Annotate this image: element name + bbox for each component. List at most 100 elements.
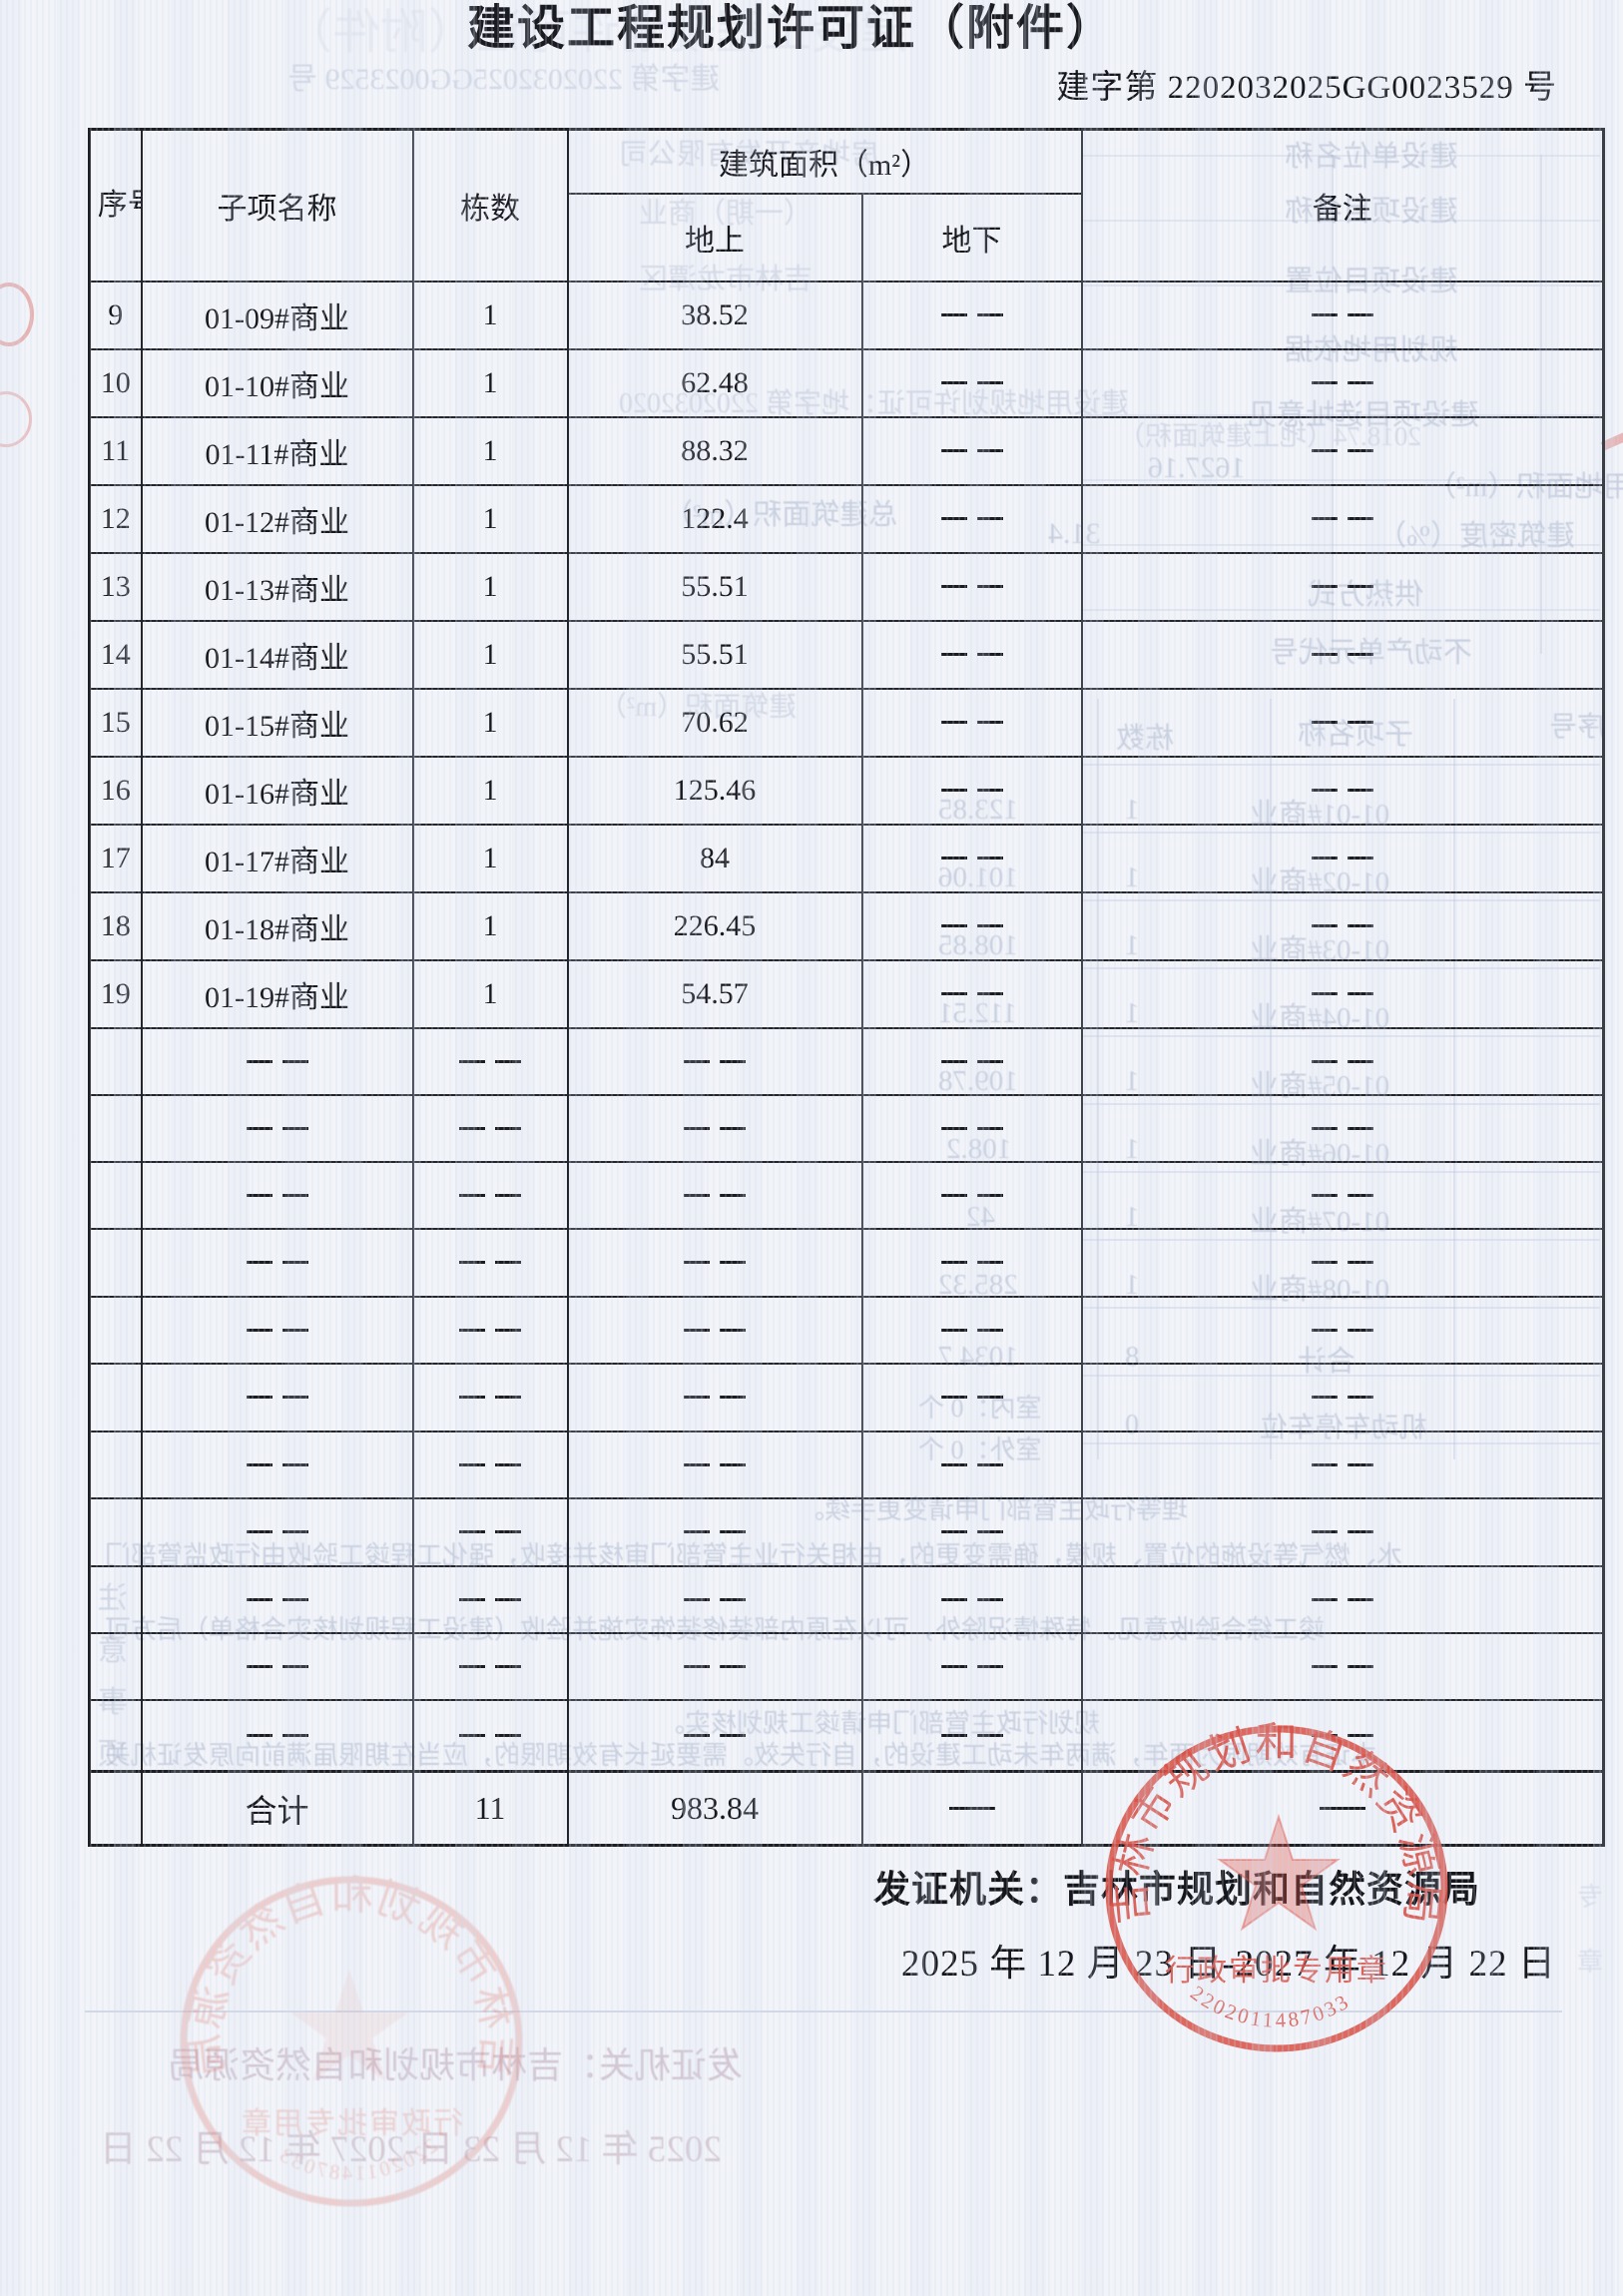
cell-count: 1 <box>411 687 569 758</box>
dash-placeholder <box>1080 1564 1605 1634</box>
cell-seq <box>88 1698 143 1773</box>
cell-name: 01-13#商业 <box>140 551 414 622</box>
dash-placeholder <box>1080 1362 1605 1433</box>
col-header-area-group: 建筑面积（m²） <box>566 128 1083 195</box>
table-row: 16 01-16#商业 1 125.46 <box>88 755 1605 826</box>
dash-placeholder <box>860 1227 1083 1298</box>
cell-total-count: 11 <box>411 1770 569 1847</box>
dash-placeholder <box>860 483 1083 554</box>
cell-seq <box>88 1160 143 1230</box>
dash-placeholder <box>1080 415 1605 486</box>
cell-seq <box>88 1093 143 1163</box>
dash-placeholder <box>860 1295 1083 1365</box>
cell-name: 01-14#商业 <box>140 619 414 690</box>
dash-placeholder <box>1080 280 1605 350</box>
table-row: 9 01-09#商业 1 38.52 <box>88 280 1605 350</box>
dash-placeholder <box>140 1093 414 1163</box>
dash-placeholder <box>566 1362 863 1433</box>
dash-placeholder <box>566 1564 863 1634</box>
cell-seq: 13 <box>88 551 143 622</box>
empty-table-row <box>88 1093 1605 1163</box>
dash-placeholder <box>860 1496 1083 1567</box>
red-ink-mark <box>0 391 32 447</box>
cell-total-label: 合计 <box>140 1770 414 1847</box>
dash-placeholder <box>140 1698 414 1773</box>
col-header-remark: 备注 <box>1080 128 1605 283</box>
empty-table-row <box>88 1496 1605 1567</box>
cell-name: 01-12#商业 <box>140 483 414 554</box>
validity-dates: 2025 年 12 月 23 日-2027 年 12 月 22 日 <box>901 1944 1556 1985</box>
col-header-count: 栋数 <box>411 128 569 283</box>
col-header-above: 地上 <box>566 192 863 283</box>
cell-seq: 15 <box>88 687 143 758</box>
cell-seq: 11 <box>88 415 143 486</box>
dash-placeholder <box>860 619 1083 690</box>
cell-seq <box>88 1631 143 1701</box>
cell-seq <box>88 1430 143 1499</box>
dash-placeholder <box>860 347 1083 418</box>
cell-area-above: 38.52 <box>566 280 863 350</box>
dash-placeholder <box>140 1430 414 1499</box>
cell-name: 01-16#商业 <box>140 755 414 826</box>
dash-placeholder <box>860 415 1083 486</box>
cell-area-above: 54.57 <box>566 958 863 1029</box>
stamp-number-arc: 2202011487033 <box>1186 1981 1354 2032</box>
dash-placeholder <box>860 1026 1083 1096</box>
dash-placeholder <box>1080 1026 1605 1096</box>
dash-placeholder <box>1080 483 1605 554</box>
cell-seq: 12 <box>88 483 143 554</box>
document-title: 建设工程规划许可证（附件） <box>467 2 1117 55</box>
empty-table-row <box>88 1362 1605 1433</box>
dash-placeholder <box>860 1362 1083 1433</box>
empty-table-row <box>88 1295 1605 1365</box>
dash-placeholder <box>860 823 1083 893</box>
stamp-star-icon <box>1216 1813 1342 1932</box>
cell-seq: 16 <box>88 755 143 826</box>
official-stamp: 吉林市规划和自然资源局 行政审批专用章 2202011487033 <box>1105 1721 1448 2052</box>
dash-placeholder <box>860 1430 1083 1499</box>
cell-count: 1 <box>411 347 569 418</box>
table-row: 14 01-14#商业 1 55.51 <box>88 619 1605 690</box>
cell-area-above: 125.46 <box>566 755 863 826</box>
cell-seq <box>88 1496 143 1567</box>
empty-table-row <box>88 1564 1605 1634</box>
cell-name: 01-09#商业 <box>140 280 414 350</box>
cell-seq <box>88 1227 143 1298</box>
cell-name: 01-17#商业 <box>140 823 414 893</box>
dash-placeholder <box>411 1430 569 1499</box>
dash-placeholder <box>411 1362 569 1433</box>
dash-placeholder <box>1080 1160 1605 1230</box>
table-row: 11 01-11#商业 1 88.32 <box>88 415 1605 486</box>
dash-placeholder <box>860 1631 1083 1701</box>
ghost-stamp: 吉林市规划和自然资源局 行政审批专用章 2202011487033 <box>180 1874 523 2207</box>
dash-placeholder <box>140 1227 414 1298</box>
cell-seq: 17 <box>88 823 143 893</box>
dash-placeholder <box>860 1698 1083 1773</box>
dash-placeholder <box>860 755 1083 826</box>
empty-table-row <box>88 1160 1605 1230</box>
permit-number: 建字第 2202032025GG0023529 号 <box>1056 70 1557 106</box>
dash-placeholder <box>566 1698 863 1773</box>
cell-count: 1 <box>411 890 569 961</box>
table-row: 10 01-10#商业 1 62.48 <box>88 347 1605 418</box>
dash-placeholder <box>411 1698 569 1773</box>
cell-name: 01-10#商业 <box>140 347 414 418</box>
dash-placeholder <box>566 1093 863 1163</box>
cell-count: 1 <box>411 619 569 690</box>
cell-area-above: 55.51 <box>566 619 863 690</box>
dash-placeholder <box>411 1564 569 1634</box>
red-ink-mark <box>0 283 34 346</box>
cell-total-area: 983.84 <box>566 1770 863 1847</box>
dash-placeholder <box>860 958 1083 1029</box>
svg-text:2202011487033: 2202011487033 <box>273 2133 442 2185</box>
ghost-table-edge-line <box>85 2010 1562 2012</box>
dash-placeholder <box>140 1631 414 1701</box>
dash-placeholder <box>1080 551 1605 622</box>
dash-placeholder <box>1080 1093 1605 1163</box>
cell-count: 1 <box>411 823 569 893</box>
empty-table-row <box>88 1631 1605 1701</box>
dash-placeholder <box>860 1564 1083 1634</box>
dash-placeholder <box>1080 755 1605 826</box>
dash-placeholder <box>140 1496 414 1567</box>
